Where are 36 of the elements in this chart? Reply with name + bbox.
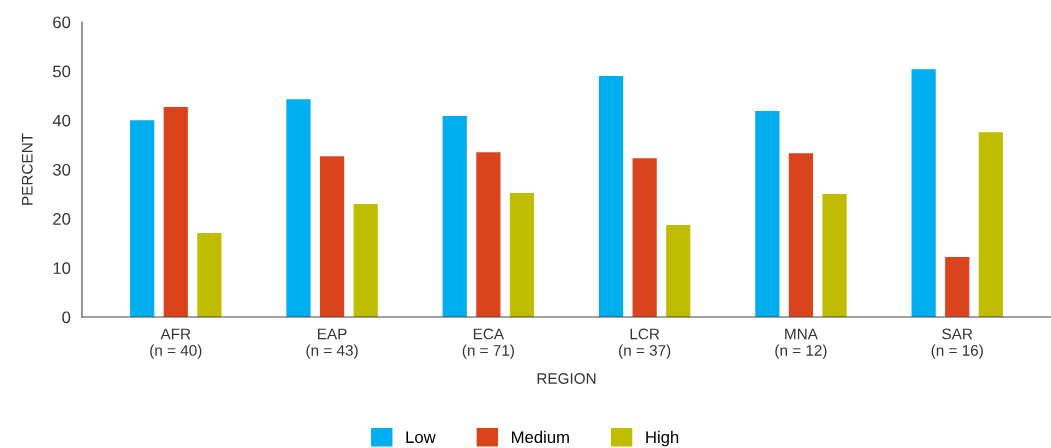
bar [788, 153, 814, 317]
bar [666, 225, 691, 317]
bar [197, 232, 222, 317]
x-tick-label: ECA (n = 71) [462, 328, 514, 359]
bar [353, 203, 378, 317]
bar [163, 107, 188, 317]
y-axis-title: PERCENT [21, 133, 33, 205]
y-tick-label: 10 [53, 262, 71, 275]
y-tick-label: 0 [62, 311, 71, 324]
bar [130, 120, 155, 317]
x-axis-title: REGION [537, 373, 596, 384]
y-tick-label: 40 [52, 114, 71, 127]
bar [319, 156, 345, 317]
bar [476, 152, 501, 317]
bar [442, 115, 467, 317]
x-tick-label: AFR (n = 40) [150, 328, 202, 359]
bar [598, 76, 624, 317]
legend-label: High [646, 430, 679, 447]
y-tick-label: 60 [53, 16, 71, 29]
legend-label: Low [406, 431, 436, 444]
bar [286, 99, 311, 317]
y-tick-label: 30 [52, 163, 71, 176]
bar [822, 194, 847, 317]
bar [632, 158, 657, 317]
bar [755, 110, 780, 317]
bar [978, 132, 1003, 317]
x-tick-label: MNA (n = 12) [775, 328, 827, 359]
legend-label: Medium [512, 430, 569, 444]
bar [945, 257, 970, 317]
x-tick-label: LCR (n = 37) [619, 328, 671, 359]
y-tick-label: 50 [53, 65, 71, 78]
y-tick-label: 20 [53, 213, 71, 225]
bar [509, 193, 535, 317]
x-tick-label: EAP (n = 43) [306, 328, 358, 359]
bar [911, 69, 936, 317]
x-tick-label: SAR (n = 16) [931, 328, 983, 359]
